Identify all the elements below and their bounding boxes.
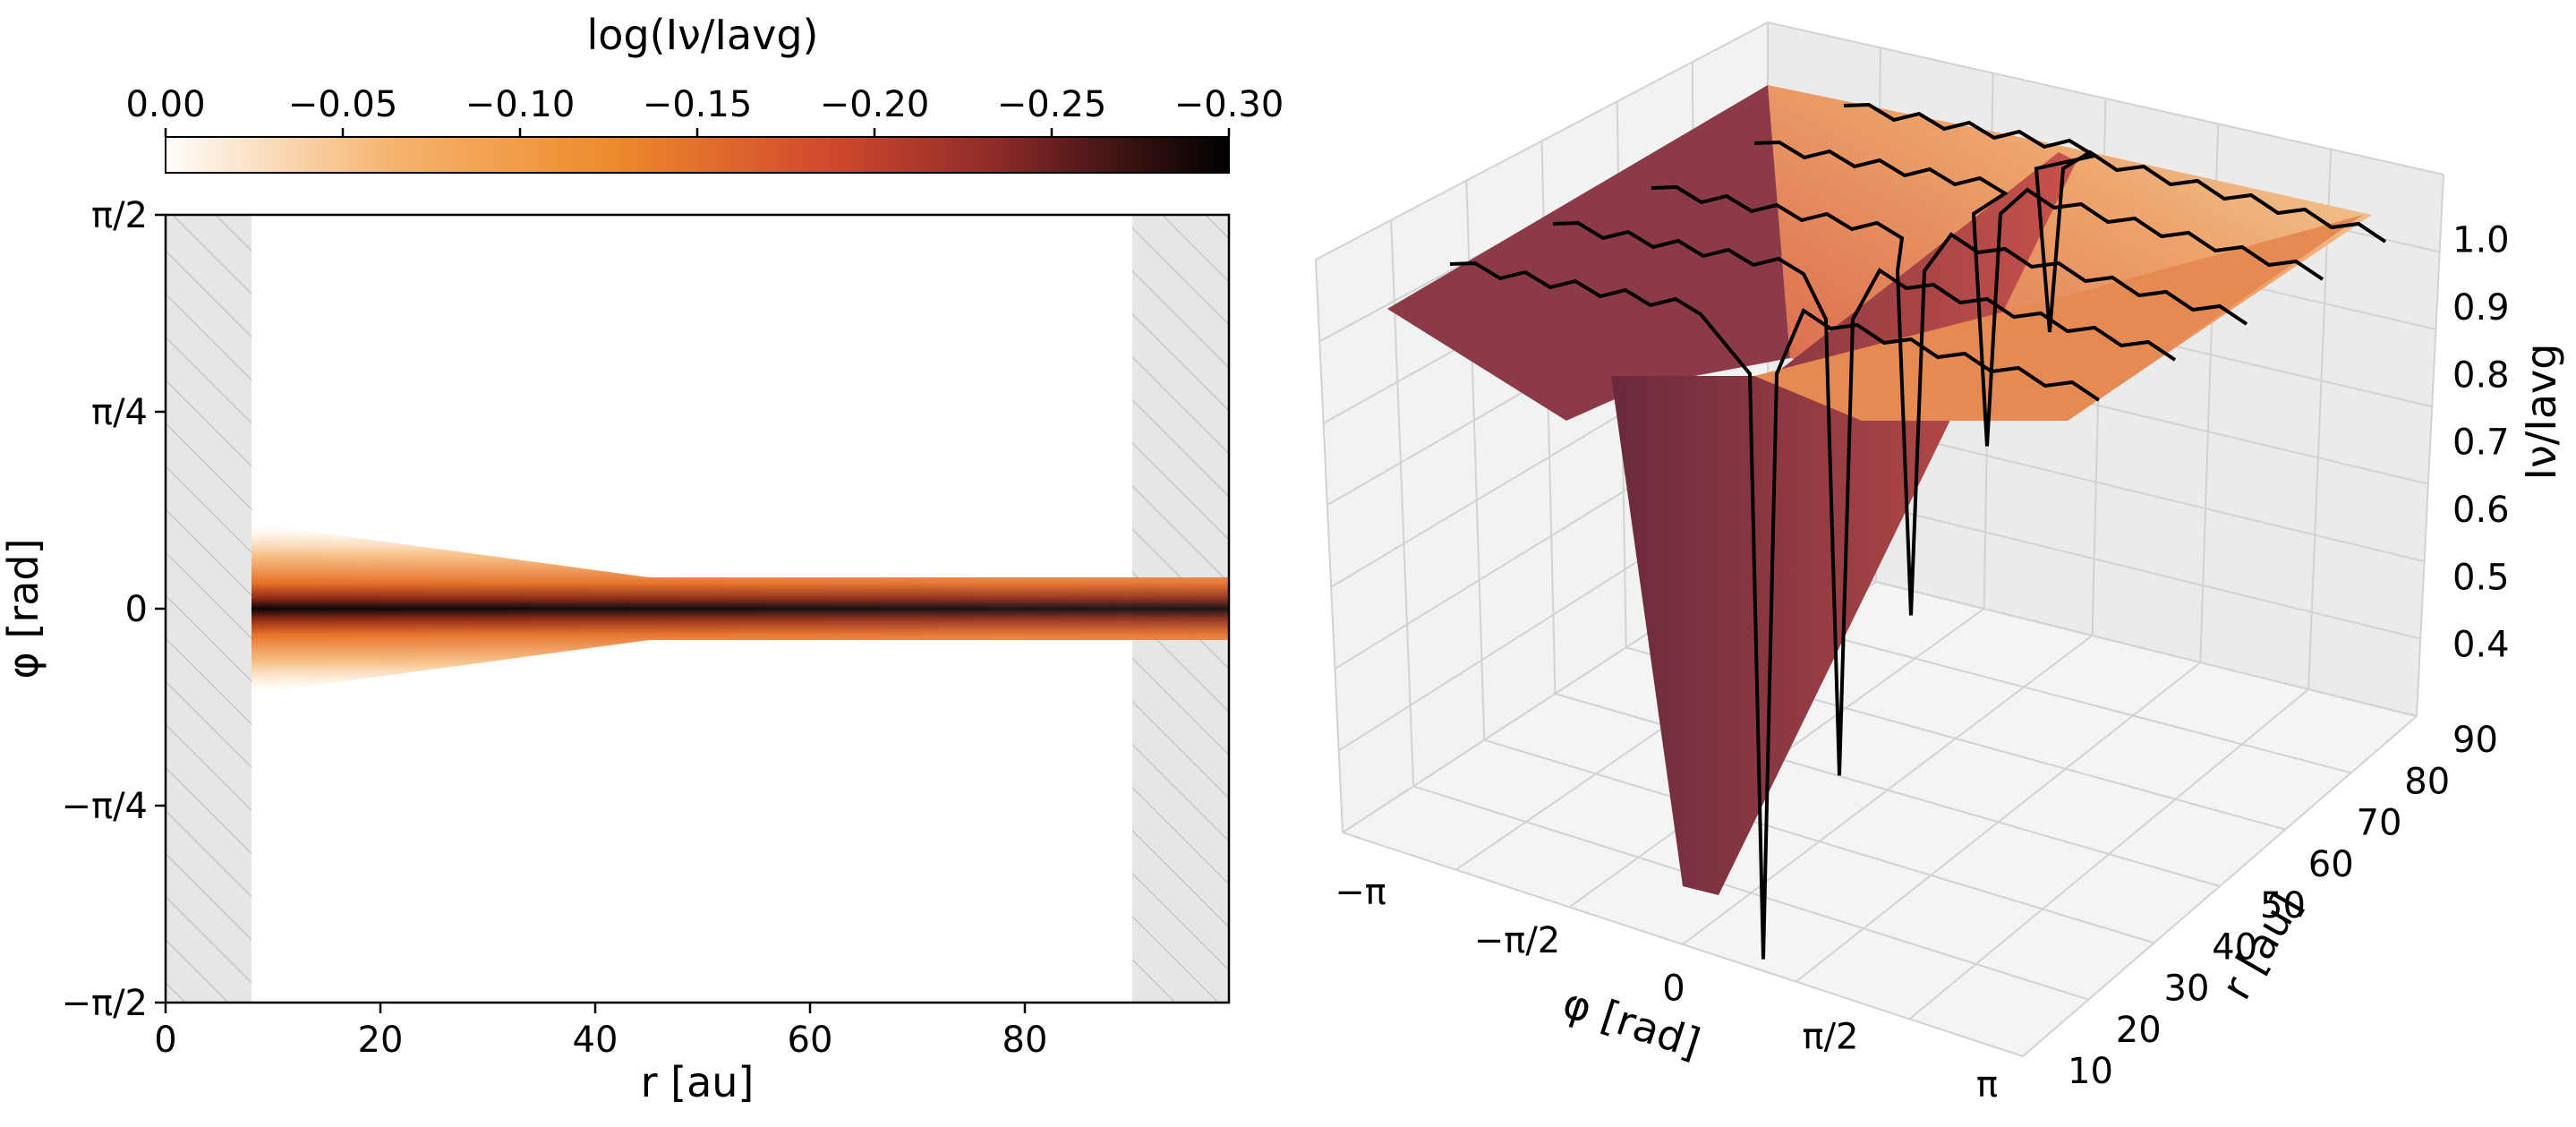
phi-tick-label: π	[1976, 1064, 1998, 1106]
x-tick-label: 80	[1002, 1020, 1048, 1061]
phi-tick-label: −π	[1335, 872, 1386, 913]
colorbar-ticks: 0.00 −0.05 −0.10 −0.15 −0.20 −0.25 −0.30	[125, 84, 1284, 137]
x-tick-label: 60	[788, 1020, 833, 1061]
pane-floor	[1343, 555, 2417, 1056]
profile-line	[1843, 102, 2387, 333]
r-tick-label: 60	[2308, 844, 2354, 885]
z-tick-label: 0.5	[2452, 557, 2510, 598]
x-tick-label: 40	[573, 1020, 618, 1061]
y-tick-label: 0	[125, 589, 148, 630]
x-tick-label: 20	[358, 1020, 404, 1061]
surface-zlabel: Iν/Iavg	[2517, 344, 2565, 481]
masked-region	[166, 215, 252, 1003]
heatmap-y-ticks: −π/2 −π/4 0 π/4 π/2	[61, 195, 166, 1024]
heatmap-xlabel: r [au]	[641, 1058, 755, 1106]
z-tick-label: 0.6	[2452, 490, 2510, 531]
colorbar-tick-label: −0.30	[1174, 84, 1284, 125]
r-tick-label: 90	[2452, 720, 2498, 761]
z-tick-label: 0.7	[2452, 423, 2510, 464]
y-tick-label: −π/2	[61, 983, 148, 1024]
y-tick-label: π/4	[91, 392, 148, 433]
r-tick-label: 20	[2116, 1010, 2162, 1051]
y-tick-label: π/2	[91, 195, 148, 236]
surface-left-plateau	[1387, 85, 1790, 421]
colorbar-label: log(Iν/Iavg)	[587, 11, 819, 59]
r-tick-label: 70	[2357, 803, 2402, 844]
z-tick-label: 0.4	[2452, 625, 2510, 666]
r-tick-label: 50	[2260, 885, 2306, 926]
phi-tick-label: −π/2	[1474, 920, 1561, 961]
phi-tick-label: 0	[1662, 969, 1685, 1010]
r-tick-label: 10	[2068, 1051, 2113, 1092]
surface-x-ticks: −π −π/2 0 π/2 π	[1335, 872, 1998, 1106]
profile-line	[1753, 140, 2324, 447]
profile-line	[1552, 220, 2177, 776]
trough-heatmap	[252, 524, 1229, 694]
phi-tick-label: π/2	[1802, 1016, 1858, 1057]
colorbar-tick-label: −0.25	[997, 84, 1107, 125]
colorbar-tick-label: −0.10	[465, 84, 576, 125]
colorbar-tick-label: 0.00	[125, 84, 205, 125]
x-tick-label: 0	[154, 1020, 176, 1061]
colorbar	[165, 136, 1230, 174]
colorbar-tick-label: −0.20	[820, 84, 930, 125]
z-tick-label: 0.8	[2452, 354, 2510, 396]
heatmap-ylabel: φ [rad]	[0, 538, 47, 679]
colorbar-tick-label: −0.05	[288, 84, 398, 125]
surface-z-ticks: 0.4 0.5 0.6 0.7 0.8 0.9 1.0	[2452, 220, 2510, 666]
heatmap-panel: log(Iν/Iavg) 0.00 −0.05 −0.10 −0.15 −0.20 −0.…	[0, 11, 1284, 1106]
surface-profile-lines	[1449, 102, 2387, 960]
profile-line	[1449, 260, 2101, 960]
r-tick-label: 80	[2404, 761, 2450, 802]
z-tick-label: 1.0	[2452, 220, 2510, 261]
colorbar-tick-label: −0.15	[643, 84, 753, 125]
heatmap-x-ticks: 0 20 40 60 80	[154, 1003, 1047, 1061]
r-tick-label: 40	[2212, 926, 2257, 968]
profile-line	[1651, 184, 2248, 616]
r-tick-label: 30	[2164, 969, 2210, 1010]
y-tick-label: −π/4	[61, 786, 148, 827]
surface-right-plateau	[1754, 215, 2363, 421]
z-tick-label: 0.9	[2452, 287, 2510, 329]
